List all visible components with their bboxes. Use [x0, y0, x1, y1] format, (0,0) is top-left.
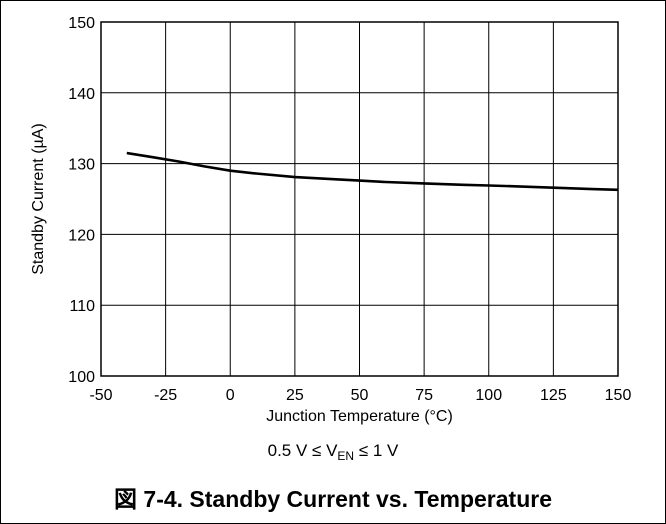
y-tick-label: 110 — [69, 298, 95, 315]
y-tick-label: 130 — [68, 157, 95, 174]
condition-suffix: ≤ 1 V — [354, 441, 399, 460]
x-tick-label: 75 — [415, 387, 433, 404]
chart: 100 110 120 130 140 150 -50 -25 0 25 50 75 100 125 15… — [30, 15, 631, 425]
x-tick-label: 125 — [540, 387, 567, 404]
x-tick-label: -50 — [89, 387, 112, 404]
y-tick-labels: 100 110 120 130 140 150 — [68, 15, 95, 386]
x-axis-label: Junction Temperature (°C) — [266, 408, 453, 425]
plot-area — [100, 21, 619, 377]
x-tick-label: 0 — [226, 387, 235, 404]
y-tick-label: 120 — [68, 227, 95, 244]
x-tick-label: 100 — [475, 387, 502, 404]
series-line — [126, 151, 619, 192]
y-tick-label: 150 — [68, 15, 95, 32]
condition-subscript: EN — [337, 449, 355, 463]
x-tick-label: 25 — [286, 387, 304, 404]
y-tick-label: 100 — [68, 369, 95, 386]
y-tick-label: 140 — [68, 86, 95, 103]
x-tick-labels: -50 -25 0 25 50 75 100 125 150 — [89, 387, 631, 404]
grid — [100, 21, 619, 377]
x-tick-label: 150 — [605, 387, 632, 404]
figure-title: 図 7-4. Standby Current vs. Temperature — [114, 486, 552, 512]
condition-prefix: 0.5 V ≤ V — [267, 441, 338, 460]
x-tick-label: 50 — [351, 387, 369, 404]
y-axis-label: Standby Current (µA) — [30, 123, 47, 275]
condition-note: 0.5 V ≤ VEN ≤ 1 V — [0, 441, 666, 463]
x-tick-label: -25 — [154, 387, 177, 404]
